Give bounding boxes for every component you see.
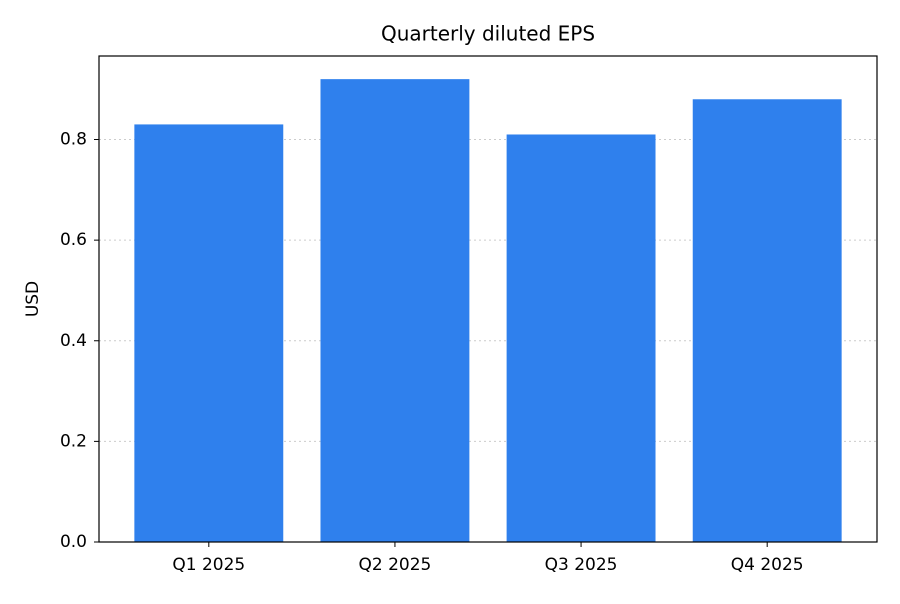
y-axis-label: USD bbox=[23, 281, 43, 317]
bar bbox=[692, 99, 842, 542]
x-tick-label: Q1 2025 bbox=[172, 555, 245, 575]
x-tick-label: Q4 2025 bbox=[731, 555, 804, 575]
x-tick-label: Q3 2025 bbox=[545, 555, 618, 575]
plot-frame bbox=[98, 55, 878, 543]
y-tick-label: 0.0 bbox=[60, 532, 87, 552]
x-tick-label: Q2 2025 bbox=[359, 555, 432, 575]
chart-title: Quarterly diluted EPS bbox=[381, 22, 595, 46]
y-tick-label: 0.6 bbox=[60, 230, 87, 250]
y-tick-label: 0.8 bbox=[60, 130, 87, 150]
bar bbox=[134, 124, 284, 542]
bar bbox=[506, 134, 656, 542]
bar bbox=[320, 79, 470, 543]
y-tick-label: 0.2 bbox=[60, 431, 87, 451]
y-tick-label: 0.4 bbox=[60, 331, 87, 351]
